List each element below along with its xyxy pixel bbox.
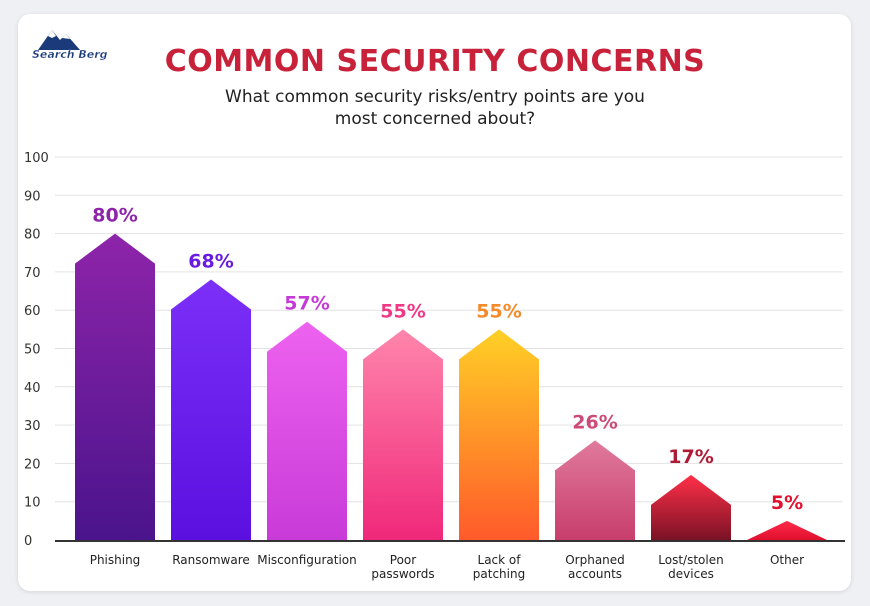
- data-label: 55%: [476, 300, 521, 322]
- bars: [75, 233, 827, 540]
- bar: [171, 279, 251, 540]
- x-tick-label: accounts: [568, 567, 622, 581]
- x-tick-label: Phishing: [90, 553, 141, 567]
- x-tick-label: patching: [473, 567, 525, 581]
- y-tick-label: 40: [24, 381, 41, 396]
- data-label: 57%: [284, 293, 329, 315]
- data-label: 17%: [668, 446, 713, 468]
- y-tick-label: 50: [24, 343, 41, 358]
- bar: [267, 321, 347, 540]
- x-tick-label: devices: [668, 567, 714, 581]
- y-tick-label: 100: [24, 151, 49, 166]
- y-axis: 0 10 20 30 40 50 60 70 80 90 100: [24, 151, 49, 549]
- chart-subtitle: What common security risks/entry points …: [225, 87, 645, 129]
- logo-text: Search Berg: [32, 48, 108, 61]
- y-tick-label: 10: [24, 496, 41, 511]
- bar: [555, 440, 635, 540]
- bar: [459, 329, 539, 540]
- x-tick-label: passwords: [371, 567, 434, 581]
- bar: [363, 329, 443, 540]
- chart-title: COMMON SECURITY CONCERNS: [164, 44, 706, 79]
- data-label: 5%: [771, 492, 803, 514]
- y-tick-label: 80: [24, 228, 41, 243]
- search-berg-logo: Search Berg: [30, 24, 108, 64]
- x-tick-label: Other: [770, 553, 804, 567]
- x-tick-label: Orphaned: [565, 553, 625, 567]
- x-tick-label: Poor: [390, 553, 416, 567]
- y-tick-label: 90: [24, 189, 41, 204]
- bar: [651, 474, 731, 540]
- y-tick-label: 30: [24, 419, 41, 434]
- x-tick-label: Lost/stolen: [658, 553, 723, 567]
- y-tick-label: 60: [24, 304, 41, 319]
- x-axis: Phishing Ransomware Misconfiguration Poorpa…: [90, 553, 804, 581]
- y-tick-label: 20: [24, 457, 41, 472]
- x-tick-label: Ransomware: [172, 553, 250, 567]
- bar: [75, 233, 155, 540]
- x-tick-label: Lack of: [478, 553, 522, 567]
- bar: [747, 520, 827, 540]
- data-label: 68%: [188, 251, 233, 273]
- x-tick-label: Misconfiguration: [257, 553, 357, 567]
- data-label: 80%: [92, 205, 137, 227]
- y-tick-label: 0: [24, 534, 32, 549]
- data-label: 26%: [572, 411, 617, 433]
- value-labels: 80% 68% 57% 55% 55% 26% 17% 5%: [92, 205, 803, 514]
- data-label: 55%: [380, 300, 425, 322]
- y-tick-label: 70: [24, 266, 41, 281]
